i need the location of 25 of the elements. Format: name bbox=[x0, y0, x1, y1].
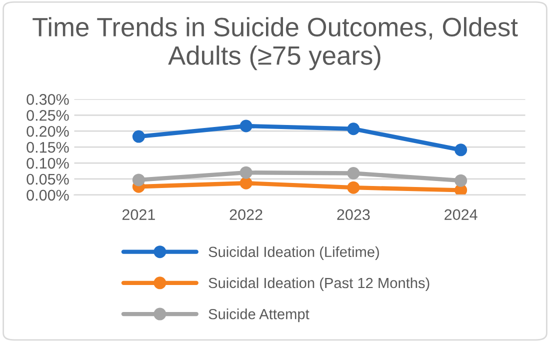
y-tick-label: 0.25% bbox=[26, 110, 69, 121]
point bbox=[132, 130, 145, 143]
y-tick-label: 0.30% bbox=[26, 94, 69, 105]
x-tick-label: 2021 bbox=[122, 209, 155, 220]
point bbox=[240, 176, 252, 190]
x-tick-label: 2023 bbox=[337, 209, 370, 220]
x-tick-label: 2022 bbox=[230, 209, 262, 220]
point bbox=[347, 166, 360, 180]
point bbox=[240, 166, 252, 179]
point bbox=[454, 174, 468, 187]
point bbox=[454, 144, 468, 156]
legend-label: Suicide Attempt bbox=[208, 308, 310, 322]
y-tick-label: 0.20% bbox=[26, 126, 69, 137]
y-tick-label: 0.15% bbox=[26, 142, 69, 153]
y-tick-label: 0.05% bbox=[26, 174, 69, 185]
point bbox=[347, 122, 360, 136]
legend-label: Suicidal Ideation (Past 12 Months) bbox=[208, 277, 430, 292]
point bbox=[240, 120, 252, 132]
y-tick-label: 0.00% bbox=[26, 190, 69, 201]
x-tick-label: 2024 bbox=[444, 209, 478, 220]
y-tick-label: 0.10% bbox=[26, 158, 69, 169]
point bbox=[347, 181, 360, 194]
point bbox=[132, 174, 145, 186]
legend-label: Suicidal Ideation (Lifetime) bbox=[208, 246, 379, 260]
chart-title: Time Trends in Suicide Outcomes, Oldest Adults (≥75 years) bbox=[32, 17, 518, 70]
